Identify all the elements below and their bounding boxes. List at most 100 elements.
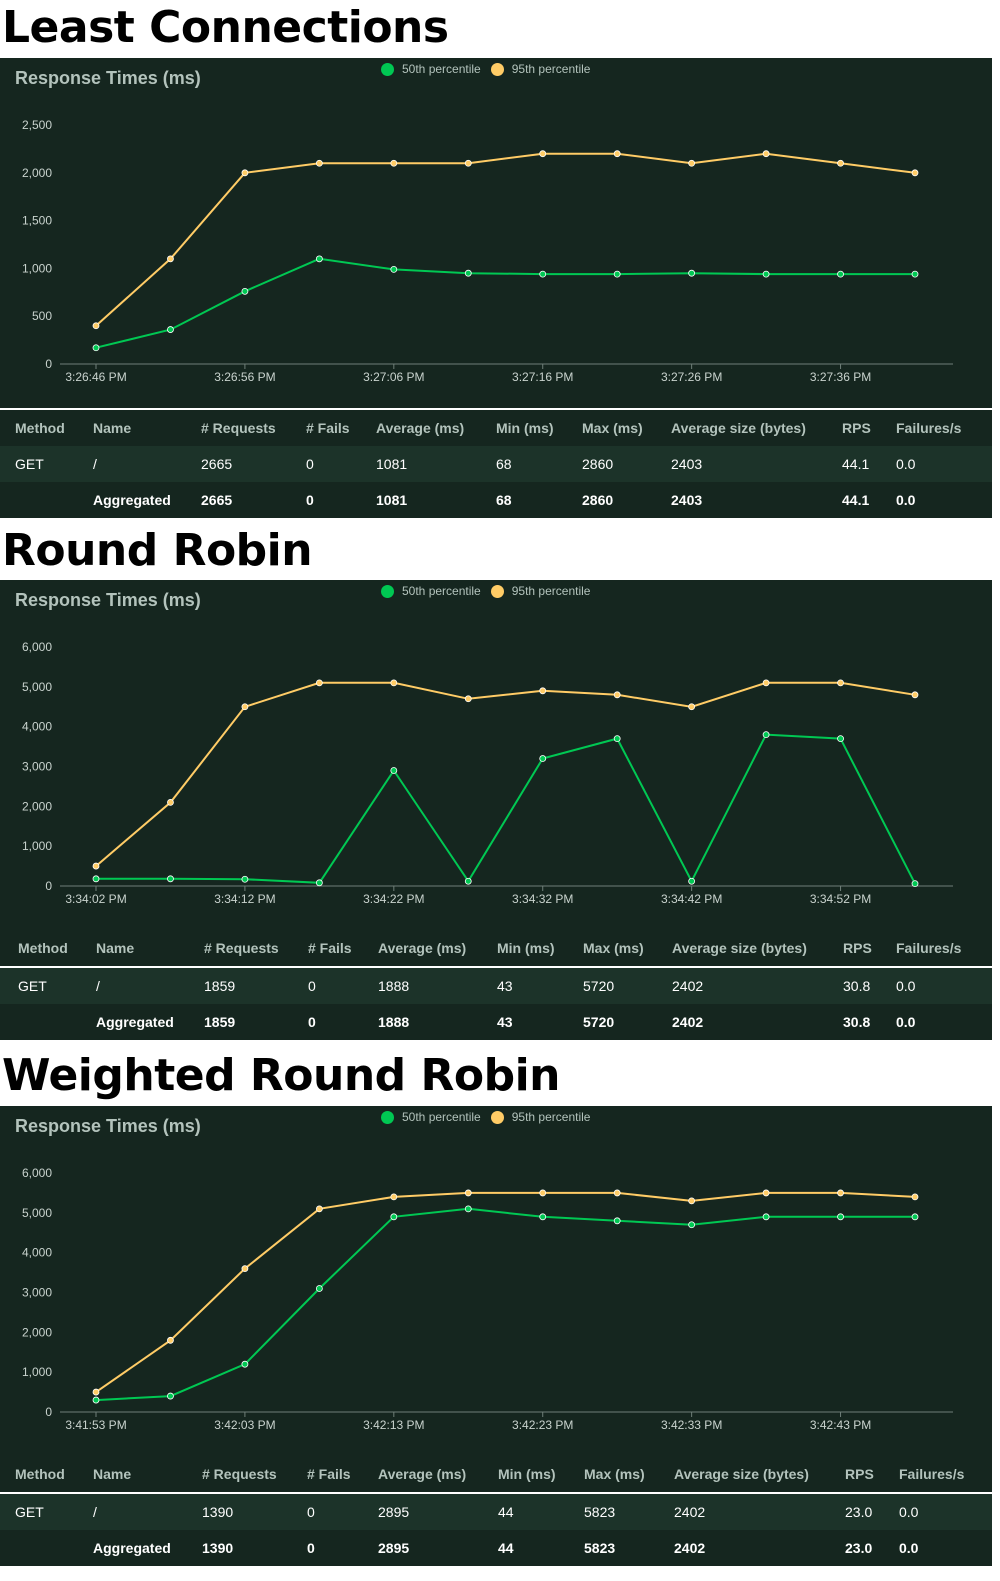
data-point-p95[interactable]: [464, 1189, 472, 1197]
legend-item-p95[interactable]: 95th percentile: [490, 62, 590, 76]
data-point-p50[interactable]: [92, 1396, 100, 1404]
data-point-p95[interactable]: [167, 1336, 174, 1344]
legend-item-p50[interactable]: 50th percentile: [381, 584, 481, 598]
data-point-p50[interactable]: [837, 1213, 844, 1221]
header-col-rps[interactable]: RPS: [845, 1466, 874, 1482]
data-point-p50[interactable]: [837, 270, 844, 278]
data-point-p95[interactable]: [241, 1265, 249, 1273]
data-point-p95[interactable]: [911, 1193, 919, 1201]
data-point-p95[interactable]: [762, 1189, 770, 1197]
data-point-p50[interactable]: [762, 1213, 770, 1221]
data-point-p50[interactable]: [464, 269, 472, 277]
header-col-max[interactable]: Max (ms): [583, 940, 644, 956]
data-point-p50[interactable]: [315, 1285, 323, 1292]
header-col-fails[interactable]: # Fails: [308, 940, 352, 956]
header-col-name[interactable]: Name: [93, 1466, 132, 1482]
data-point-p95[interactable]: [762, 150, 770, 158]
chart-legend[interactable]: 50th percentile 95th percentile: [381, 584, 600, 598]
header-col-method[interactable]: Method: [15, 1466, 65, 1482]
data-point-p50[interactable]: [241, 287, 249, 295]
data-point-p50[interactable]: [390, 1213, 398, 1221]
header-col-requests[interactable]: # Requests: [202, 1466, 277, 1482]
data-point-p95[interactable]: [92, 322, 100, 330]
data-point-p95[interactable]: [837, 1189, 844, 1197]
data-point-p95[interactable]: [390, 679, 398, 687]
header-col-method[interactable]: Method: [18, 940, 68, 956]
data-point-p50[interactable]: [688, 1221, 696, 1229]
data-point-p95[interactable]: [464, 695, 472, 703]
data-point-p50[interactable]: [613, 270, 621, 278]
data-point-p95[interactable]: [613, 691, 621, 699]
data-point-p95[interactable]: [539, 1189, 547, 1197]
data-point-p50[interactable]: [911, 1213, 919, 1221]
header-col-average[interactable]: Average (ms): [378, 1466, 467, 1482]
header-col-avg-size[interactable]: Average size (bytes): [674, 1466, 809, 1482]
data-point-p95[interactable]: [613, 1189, 621, 1197]
header-col-requests[interactable]: # Requests: [201, 420, 276, 436]
data-point-p50[interactable]: [167, 1392, 174, 1400]
data-point-p50[interactable]: [837, 735, 844, 743]
data-point-p95[interactable]: [688, 703, 696, 711]
legend-item-p95[interactable]: 95th percentile: [490, 584, 590, 598]
data-point-p50[interactable]: [539, 1213, 547, 1221]
header-col-fails[interactable]: # Fails: [306, 420, 350, 436]
data-point-p50[interactable]: [92, 344, 100, 352]
header-col-name[interactable]: Name: [93, 420, 132, 436]
data-point-p95[interactable]: [315, 679, 323, 687]
header-col-failures-per-sec[interactable]: Failures/s: [899, 1466, 965, 1482]
chart-legend[interactable]: 50th percentile 95th percentile: [381, 1110, 600, 1124]
header-col-avg-size[interactable]: Average size (bytes): [671, 420, 806, 436]
data-point-p95[interactable]: [315, 159, 323, 167]
header-col-min[interactable]: Min (ms): [498, 1466, 556, 1482]
chart-legend[interactable]: 50th percentile 95th percentile: [381, 62, 600, 76]
legend-item-p95[interactable]: 95th percentile: [490, 1110, 590, 1124]
data-point-p50[interactable]: [688, 269, 696, 277]
header-col-rps[interactable]: RPS: [843, 940, 872, 956]
data-point-p95[interactable]: [539, 150, 547, 158]
data-point-p50[interactable]: [539, 755, 547, 762]
data-point-p50[interactable]: [688, 877, 696, 885]
data-point-p95[interactable]: [241, 169, 249, 177]
data-point-p50[interactable]: [167, 875, 174, 883]
header-col-avg-size[interactable]: Average size (bytes): [672, 940, 807, 956]
data-point-p50[interactable]: [613, 1217, 621, 1225]
header-col-method[interactable]: Method: [15, 420, 65, 436]
data-point-p50[interactable]: [762, 270, 770, 278]
data-point-p95[interactable]: [688, 159, 696, 167]
header-col-rps[interactable]: RPS: [842, 420, 871, 436]
data-point-p95[interactable]: [315, 1205, 323, 1213]
header-col-min[interactable]: Min (ms): [497, 940, 555, 956]
data-point-p95[interactable]: [688, 1197, 696, 1205]
data-point-p95[interactable]: [390, 1193, 398, 1201]
data-point-p95[interactable]: [241, 703, 249, 711]
data-point-p95[interactable]: [390, 159, 398, 167]
header-col-fails[interactable]: # Fails: [307, 1466, 351, 1482]
data-point-p95[interactable]: [762, 679, 770, 687]
header-col-average[interactable]: Average (ms): [378, 940, 467, 956]
data-point-p50[interactable]: [315, 255, 323, 263]
data-point-p95[interactable]: [837, 679, 844, 687]
data-point-p50[interactable]: [167, 326, 174, 333]
header-col-max[interactable]: Max (ms): [582, 420, 643, 436]
data-point-p50[interactable]: [390, 767, 398, 774]
header-col-average[interactable]: Average (ms): [376, 420, 465, 436]
data-point-p95[interactable]: [92, 1388, 100, 1396]
data-point-p50[interactable]: [911, 270, 919, 278]
data-point-p50[interactable]: [464, 877, 472, 885]
data-point-p95[interactable]: [539, 687, 547, 695]
legend-item-p50[interactable]: 50th percentile: [381, 1110, 481, 1124]
data-point-p95[interactable]: [837, 159, 844, 167]
data-point-p50[interactable]: [911, 880, 919, 888]
data-point-p95[interactable]: [167, 255, 174, 263]
data-point-p95[interactable]: [464, 159, 472, 167]
data-point-p95[interactable]: [92, 862, 100, 870]
data-point-p50[interactable]: [613, 735, 621, 743]
header-col-failures-per-sec[interactable]: Failures/s: [896, 420, 962, 436]
data-point-p95[interactable]: [911, 691, 919, 699]
data-point-p50[interactable]: [241, 1360, 249, 1368]
data-point-p95[interactable]: [167, 798, 174, 806]
data-point-p50[interactable]: [762, 731, 770, 739]
data-point-p95[interactable]: [911, 169, 919, 177]
header-col-min[interactable]: Min (ms): [496, 420, 554, 436]
header-col-name[interactable]: Name: [96, 940, 135, 956]
